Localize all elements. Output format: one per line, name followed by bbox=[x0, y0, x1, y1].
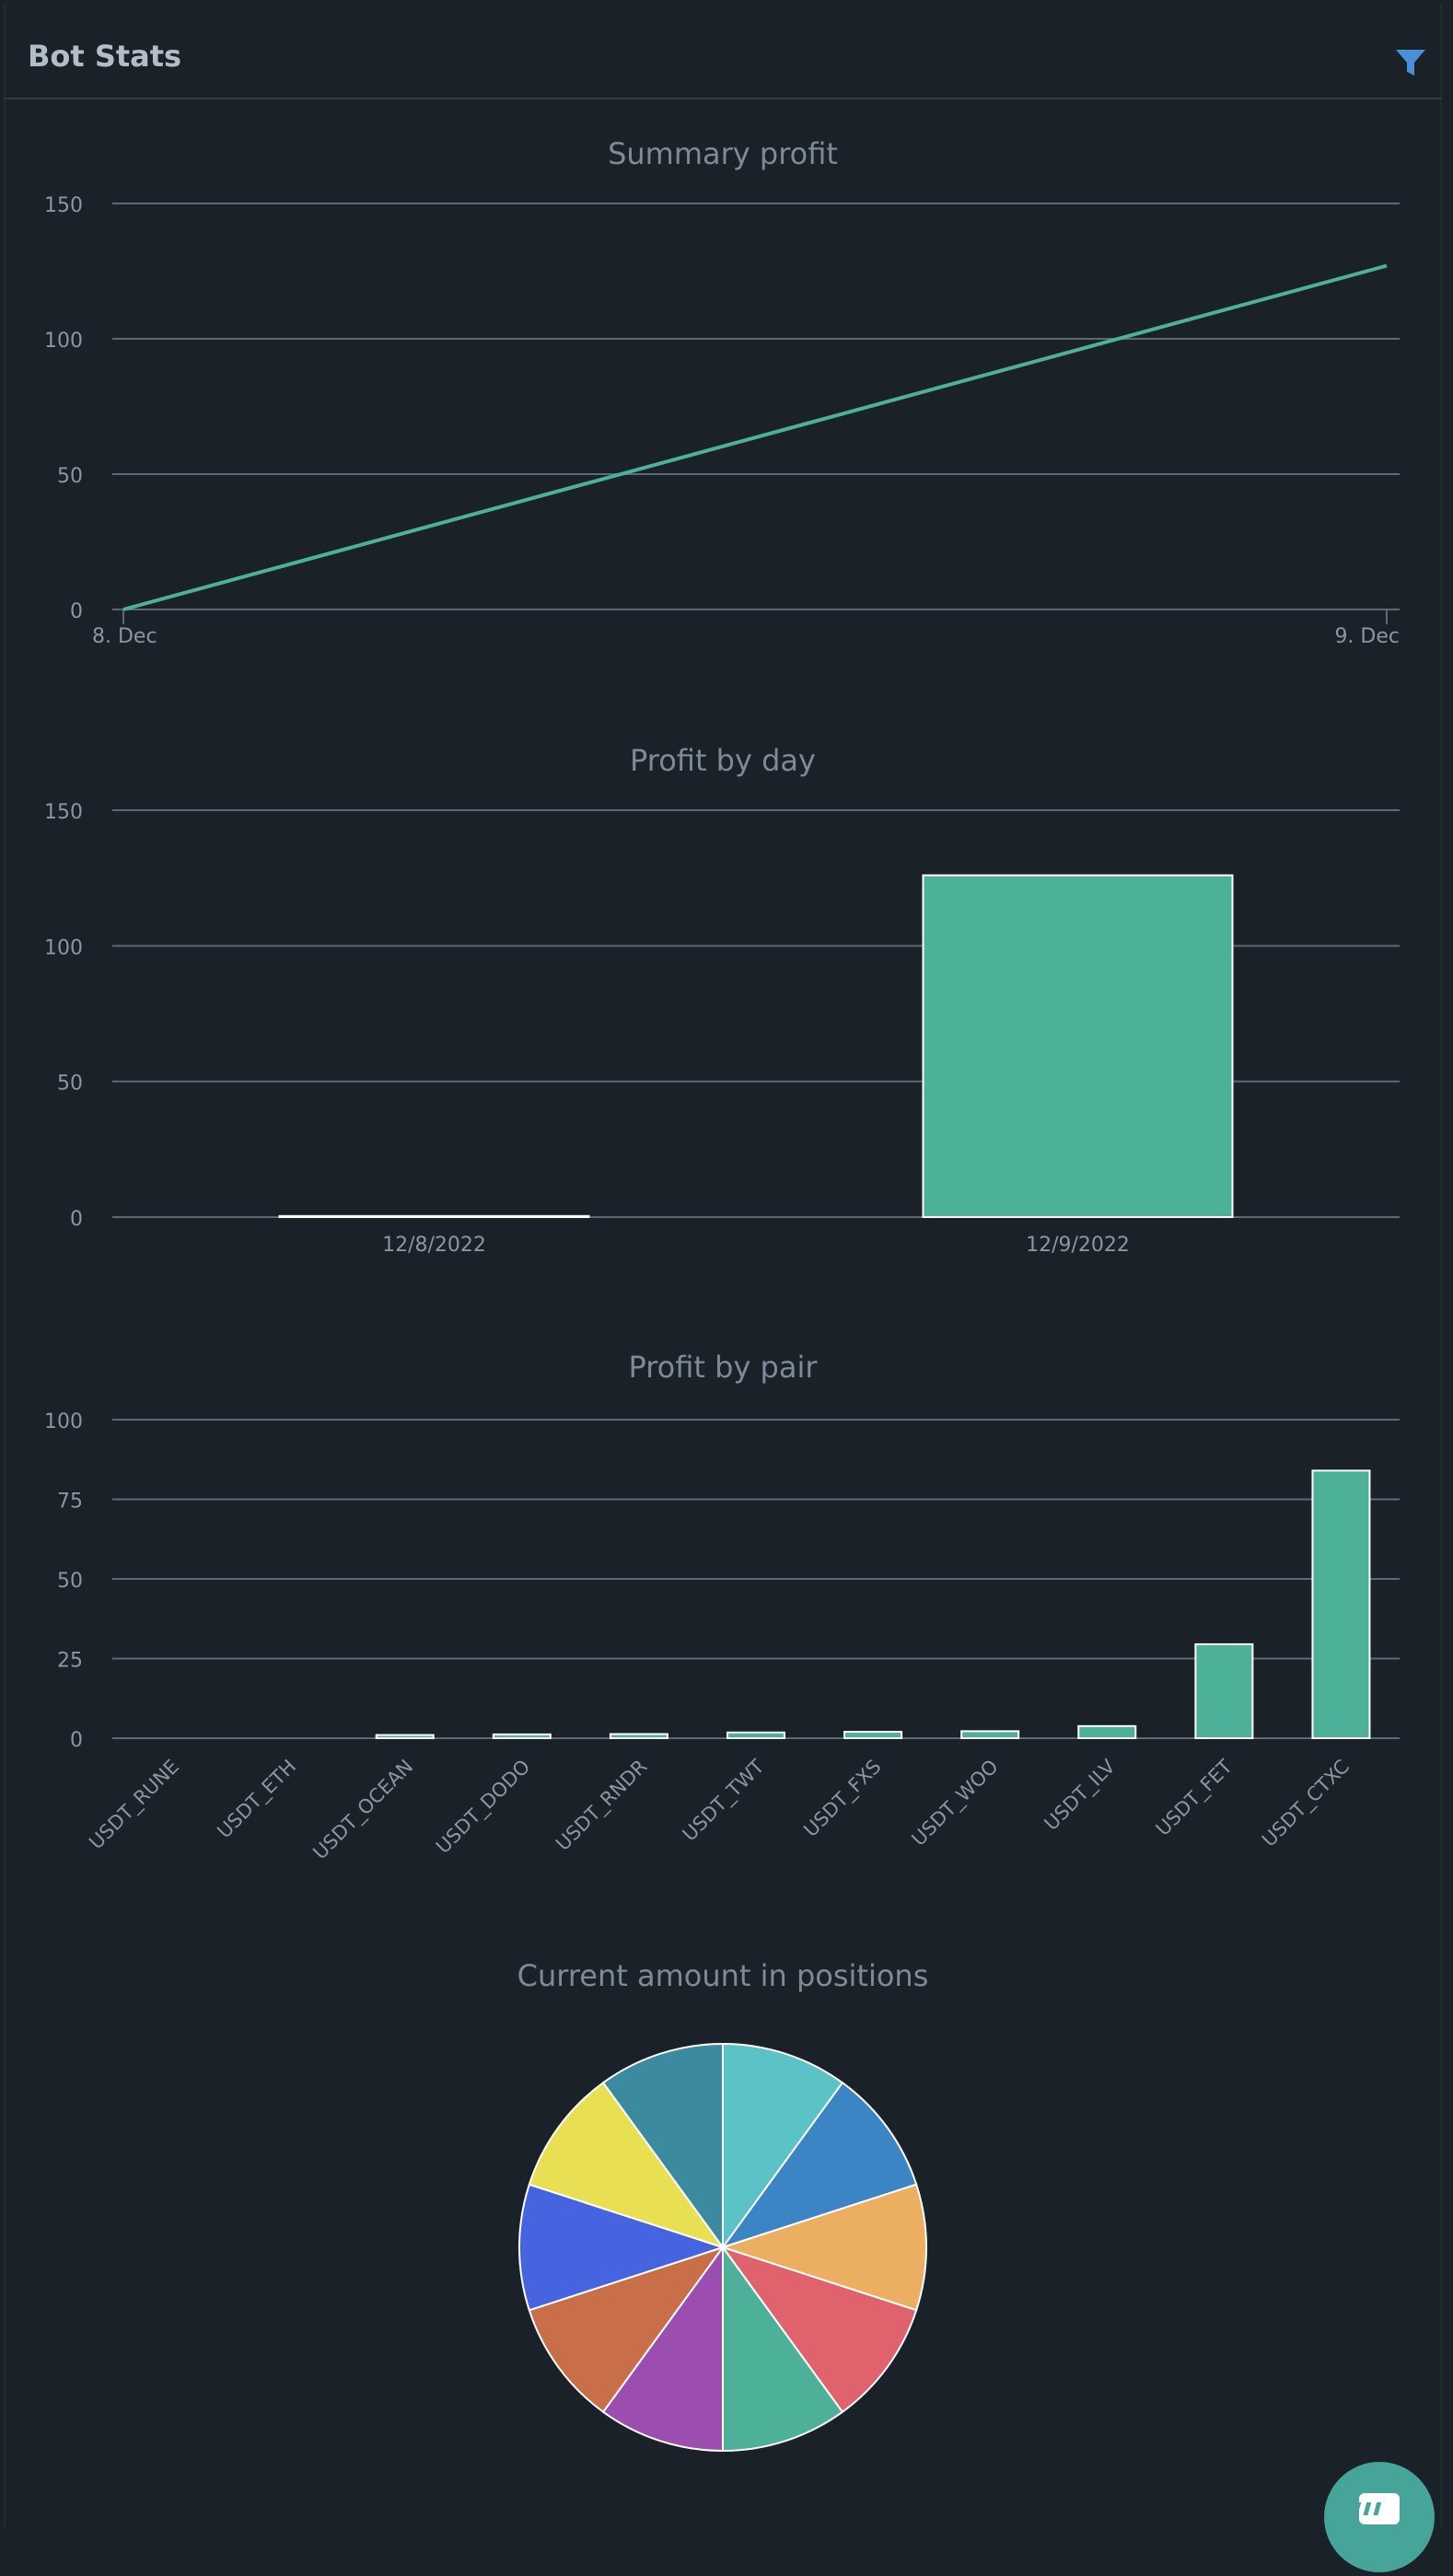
y-tick-label: 75 bbox=[57, 1491, 83, 1514]
y-tick-label: 150 bbox=[44, 801, 83, 824]
filter-icon bbox=[1396, 50, 1425, 75]
bar bbox=[726, 1731, 785, 1739]
y-tick-label: 100 bbox=[44, 1410, 83, 1433]
summary-profit-title: Summary profit bbox=[608, 136, 838, 171]
positions-pie-chart bbox=[518, 2042, 927, 2453]
y-tick-label: 0 bbox=[70, 1729, 83, 1752]
pie-slice bbox=[722, 2042, 844, 2251]
summary-profit-chart: 0 50 100 150 8. Dec 9. Dec bbox=[44, 194, 1400, 648]
x-tick-label: USDT_FXS bbox=[799, 1756, 886, 1842]
x-tick-label: 9. Dec bbox=[1334, 625, 1400, 648]
pie-slice bbox=[601, 2042, 724, 2251]
bar bbox=[492, 1733, 552, 1740]
x-tick-label: USDT_ETH bbox=[213, 1756, 301, 1844]
y-tick-label: 100 bbox=[44, 330, 83, 353]
pie-slice bbox=[528, 2081, 726, 2249]
bar bbox=[843, 1731, 903, 1739]
pie-slice bbox=[722, 2244, 844, 2453]
x-tick-label: USDT_ILV bbox=[1040, 1755, 1121, 1836]
bar bbox=[1077, 1724, 1137, 1740]
bar bbox=[1311, 1469, 1371, 1739]
profit-by-day-title: Profit by day bbox=[630, 743, 816, 778]
x-tick-label: USDT_RNDR bbox=[552, 1756, 652, 1856]
y-tick-label: 100 bbox=[44, 936, 83, 959]
x-tick-label: USDT_DODO bbox=[432, 1756, 535, 1859]
bar bbox=[1194, 1642, 1254, 1740]
bar bbox=[375, 1734, 435, 1740]
y-tick-label: 0 bbox=[70, 600, 83, 623]
y-tick-label: 50 bbox=[57, 1570, 83, 1593]
y-tick-label: 50 bbox=[57, 1073, 83, 1096]
pie-slice bbox=[720, 2245, 918, 2414]
x-tick-label: USDT_RUNE bbox=[85, 1756, 184, 1855]
chat-icon bbox=[1353, 2493, 1400, 2524]
filter-button[interactable] bbox=[1392, 44, 1429, 81]
pie-slice bbox=[720, 2081, 918, 2249]
y-tick-label: 25 bbox=[57, 1650, 83, 1673]
bar bbox=[922, 874, 1234, 1218]
profit-by-pair-title: Profit by pair bbox=[628, 1350, 818, 1385]
bot-stats-panel bbox=[4, 4, 1442, 2526]
series-line bbox=[122, 263, 1388, 611]
chat-button[interactable] bbox=[1324, 2462, 1435, 2572]
x-tick-label: 12/8/2022 bbox=[382, 1234, 486, 1257]
bar bbox=[960, 1730, 1020, 1739]
panel-header: Bot Stats bbox=[4, 4, 1442, 99]
pie-slice bbox=[719, 2183, 927, 2312]
y-tick-label: 0 bbox=[70, 1208, 83, 1231]
y-tick-label: 150 bbox=[44, 194, 83, 217]
pie-slice bbox=[601, 2244, 724, 2453]
pie-slice bbox=[528, 2245, 726, 2414]
x-tick-label: USDT_CTXC bbox=[1258, 1756, 1354, 1852]
bar bbox=[609, 1733, 668, 1739]
x-tick-label: USDT_WOO bbox=[907, 1756, 1003, 1851]
bar bbox=[278, 1214, 590, 1218]
pie-slice bbox=[518, 2183, 726, 2312]
y-tick-label: 50 bbox=[57, 465, 83, 488]
x-tick-label: 8. Dec bbox=[92, 625, 157, 648]
x-tick-label: 12/9/2022 bbox=[1026, 1234, 1130, 1257]
x-tick-label: USDT_TWT bbox=[679, 1755, 770, 1846]
positions-title: Current amount in positions bbox=[517, 1958, 929, 1993]
panel-title: Bot Stats bbox=[28, 39, 182, 74]
x-tick-label: USDT_OCEAN bbox=[308, 1756, 418, 1865]
profit-by-day-chart: 0 50 100 150 12/8/2022 12/9/2022 bbox=[44, 801, 1400, 1257]
x-tick-label: USDT_FET bbox=[1152, 1755, 1238, 1840]
